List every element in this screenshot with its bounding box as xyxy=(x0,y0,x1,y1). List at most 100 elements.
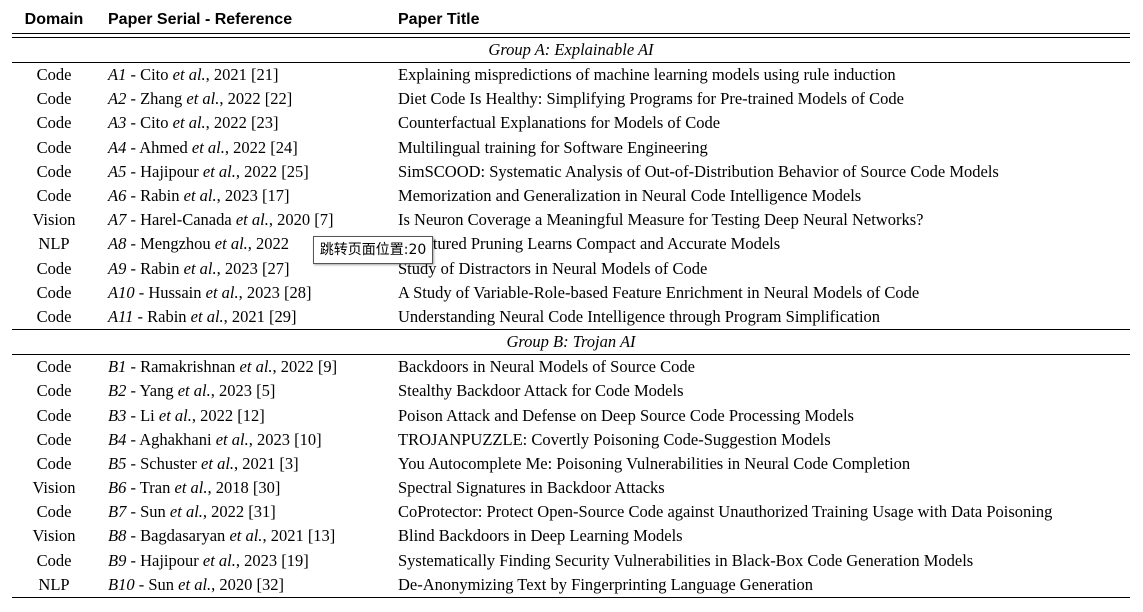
et-al: et al. xyxy=(235,210,269,230)
reference-cell: A2 - Zhang et al., 2022 [22] xyxy=(108,89,293,109)
paper-year-citation[interactable]: 2022 [31] xyxy=(211,502,276,522)
paper-title-cell: Poison Attack and Defense on Deep Source… xyxy=(398,405,854,425)
paper-author: Bagdasaryan xyxy=(140,526,226,546)
paper-year-citation[interactable]: 2022 [24] xyxy=(233,137,298,157)
paper-year-citation[interactable]: 2021 [29] xyxy=(231,306,297,326)
paper-year-citation[interactable]: 2021 [21] xyxy=(213,65,279,85)
paper-year-citation[interactable]: 2020 [32] xyxy=(219,574,285,594)
et-al: et al. xyxy=(191,137,225,157)
paper-title-cell: Spectral Signatures in Backdoor Attacks xyxy=(398,478,665,498)
paper-title-cell: Backdoors in Neural Models of Source Cod… xyxy=(398,357,695,377)
paper-year-citation[interactable]: 2023 [19] xyxy=(244,550,309,570)
paper-author: Mengzhou xyxy=(140,234,211,254)
table-body: Group A: Explainable AI Code A1 - Cito et … xyxy=(12,37,1130,598)
reference-cell: A5 - Hajipour et al., 2022 [25] xyxy=(108,161,309,181)
paper-author: Rabin xyxy=(140,186,180,206)
reference-cell: A11 - Rabin et al., 2021 [29] xyxy=(108,306,297,326)
domain-cell: Code xyxy=(36,381,72,401)
et-al: et al. xyxy=(202,550,236,570)
paper-author: Li xyxy=(140,405,155,425)
domain-cell: Code xyxy=(36,65,72,85)
reference-cell: B8 - Bagdasaryan et al., 2021 [13] xyxy=(108,526,336,546)
reference-cell: A9 - Rabin et al., 2023 [27] xyxy=(108,258,290,278)
table-row: Code A5 - Hajipour et al., 2022 [25] SimSC… xyxy=(12,160,1130,184)
table-row: Vision B8 - Bagdasaryan et al., 2021 [13]… xyxy=(12,524,1130,548)
table-row: Vision B6 - Tran et al., 2018 [30] Spectra… xyxy=(12,476,1130,500)
reference-cell: B10 - Sun et al., 2020 [32] xyxy=(96,572,398,598)
paper-title-cell: CoProtector: Protect Open-Source Code ag… xyxy=(398,502,1053,522)
reference-cell: B3 - Li et al., 2022 [12] xyxy=(108,405,265,425)
paper-title-cell: Counterfactual Explanations for Models o… xyxy=(398,113,721,133)
group-header-row: Group B: Trojan AI xyxy=(12,329,1130,356)
page-jump-tooltip[interactable]: 跳转页面位置:20 xyxy=(313,236,433,264)
paper-serial: A3 xyxy=(108,113,127,133)
et-al: et al. xyxy=(158,405,192,425)
paper-year-citation[interactable]: 2023 [5] xyxy=(218,381,276,401)
domain-cell: Vision xyxy=(32,478,76,498)
paper-title-cell: Study of Distractors in Neural Models of… xyxy=(398,258,708,278)
group-label: Group B: Trojan AI xyxy=(12,329,1130,356)
paper-serial: A6 xyxy=(108,186,127,206)
paper-year-citation[interactable]: 2023 [10] xyxy=(256,429,322,449)
table-row: NLP A8 - Mengzhou et al., 2022 Structured … xyxy=(12,232,1130,256)
domain-cell: Code xyxy=(36,137,72,157)
paper-title-cell: TROJANPUZZLE: Covertly Poisoning Code-Su… xyxy=(398,429,831,449)
et-al: et al. xyxy=(205,282,239,302)
paper-year-citation[interactable]: 2021 [13] xyxy=(270,526,336,546)
paper-title-cell: Systematically Finding Security Vulnerab… xyxy=(398,550,974,570)
paper-serial: B6 xyxy=(108,478,127,498)
domain-cell: Code xyxy=(36,258,72,278)
table-row: Code A6 - Rabin et al., 2023 [17] Memoriza… xyxy=(12,184,1130,208)
paper-serial: B7 xyxy=(108,502,127,522)
paper-year-citation[interactable]: 2018 [30] xyxy=(215,478,281,498)
reference-cell: A10 - Hussain et al., 2023 [28] xyxy=(108,282,312,302)
paper-year-citation[interactable]: 2023 [28] xyxy=(246,282,312,302)
paper-title-cell: Diet Code Is Healthy: Simplifying Progra… xyxy=(398,89,904,109)
et-al: et al. xyxy=(172,65,206,85)
et-al: et al. xyxy=(172,113,206,133)
paper-serial: A4 xyxy=(108,137,127,157)
paper-year-citation[interactable]: 2021 [3] xyxy=(242,453,299,473)
reference-cell: B7 - Sun et al., 2022 [31] xyxy=(108,502,276,522)
domain-cell: Code xyxy=(36,429,72,449)
domain-cell: Vision xyxy=(32,526,76,546)
paper-year-citation[interactable]: 2022 xyxy=(256,234,290,254)
header-row: Domain Paper Serial - Reference Paper Ti… xyxy=(12,6,1130,34)
et-al: et al. xyxy=(183,258,217,278)
paper-serial: B4 xyxy=(108,429,127,449)
domain-cell: Code xyxy=(36,453,72,473)
paper-serial: A1 xyxy=(108,65,127,85)
paper-serial: B9 xyxy=(108,550,127,570)
paper-title-cell: Stealthy Backdoor Attack for Code Models xyxy=(398,381,684,401)
paper-serial: A10 xyxy=(108,282,135,302)
paper-serial: A8 xyxy=(108,234,127,254)
paper-author: Cito xyxy=(140,113,169,133)
paper-serial: A9 xyxy=(108,258,127,278)
table-row: Code A3 - Cito et al., 2022 [23] Counterfa… xyxy=(12,111,1130,135)
paper-author: Rabin xyxy=(140,258,180,278)
et-al: et al. xyxy=(178,574,212,594)
paper-serial: A7 xyxy=(108,210,127,230)
et-al: et al. xyxy=(214,234,248,254)
paper-year-citation[interactable]: 2022 [22] xyxy=(227,89,293,109)
paper-year-citation[interactable]: 2022 [9] xyxy=(280,357,338,377)
paper-year-citation[interactable]: 2023 [17] xyxy=(224,186,290,206)
reference-cell: A8 - Mengzhou et al., 2022 xyxy=(108,234,290,254)
table-row: Code B9 - Hajipour et al., 2023 [19] Syste… xyxy=(12,549,1130,573)
paper-year-citation[interactable]: 2023 [27] xyxy=(224,258,290,278)
domain-cell: Code xyxy=(36,357,72,377)
paper-title-cell: Understanding Neural Code Intelligence t… xyxy=(398,306,881,326)
reference-cell: A1 - Cito et al., 2021 [21] xyxy=(108,65,279,85)
paper-year-citation[interactable]: 2022 [12] xyxy=(200,405,265,425)
et-al: et al. xyxy=(186,89,220,109)
reference-cell: B2 - Yang et al., 2023 [5] xyxy=(108,381,276,401)
paper-year-citation[interactable]: 2020 [7] xyxy=(277,210,334,230)
et-al: et al. xyxy=(215,429,249,449)
table-row: Code A9 - Rabin et al., 2023 [27] Study of… xyxy=(12,257,1130,281)
paper-serial: A2 xyxy=(108,89,127,109)
paper-year-citation[interactable]: 2022 [23] xyxy=(213,113,279,133)
paper-year-citation[interactable]: 2022 [25] xyxy=(244,161,309,181)
paper-title-cell: Multilingual training for Software Engin… xyxy=(398,137,708,157)
domain-cell: Code xyxy=(36,161,72,181)
table-row: Code A10 - Hussain et al., 2023 [28] A Stu… xyxy=(12,281,1130,305)
